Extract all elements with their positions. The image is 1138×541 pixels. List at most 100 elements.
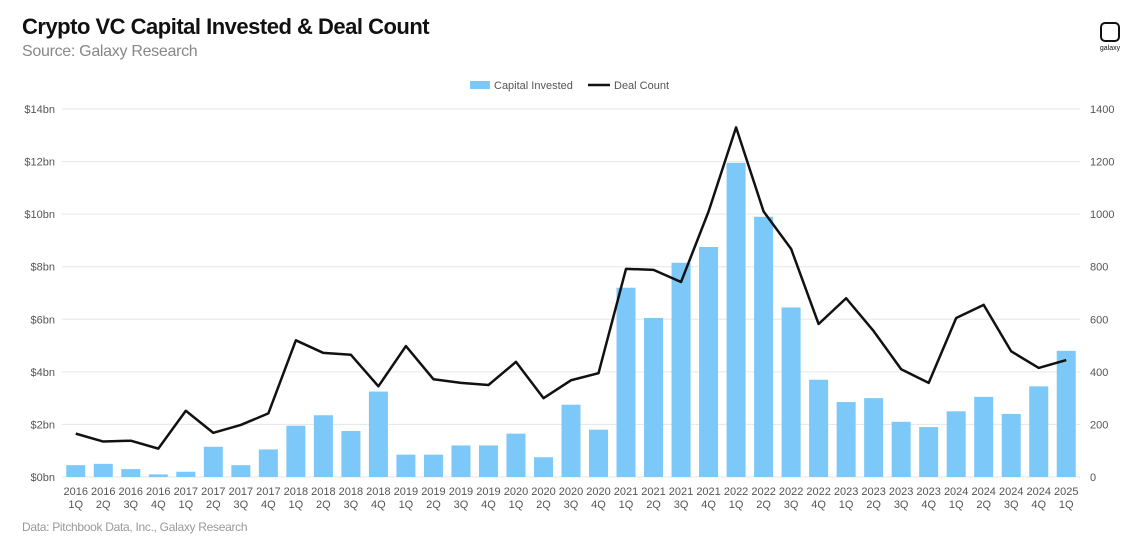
x-tick-year: 2022 <box>724 486 748 498</box>
x-tick-year: 2023 <box>916 486 940 498</box>
x-tick-year: 2024 <box>999 486 1023 498</box>
x-tick-quarter: 1Q <box>68 499 83 511</box>
legend-capital-invested-swatch <box>470 81 490 89</box>
bar-capital-invested <box>93 463 113 477</box>
galaxy-logo: galaxy <box>1094 22 1126 52</box>
x-tick-quarter: 1Q <box>289 499 304 511</box>
chart-title: Crypto VC Capital Invested & Deal Count <box>22 14 430 39</box>
x-tick-quarter: 4Q <box>261 499 276 511</box>
x-tick-year: 2022 <box>779 486 803 498</box>
x-tick-year: 2016 <box>146 486 170 498</box>
bar-capital-invested <box>478 445 498 477</box>
x-tick-year: 2016 <box>119 486 143 498</box>
bar-capital-invested <box>506 433 526 477</box>
y-left-tick-label: $8bn <box>31 262 55 274</box>
x-tick-quarter: 4Q <box>701 499 716 511</box>
bar-capital-invested <box>589 429 609 477</box>
x-tick-quarter: 3Q <box>344 499 359 511</box>
x-tick-year: 2016 <box>91 486 115 498</box>
x-tick-quarter: 2Q <box>206 499 221 511</box>
bar-capital-invested <box>231 465 251 477</box>
bar-capital-invested <box>341 431 361 477</box>
x-tick-year: 2021 <box>696 486 720 498</box>
x-tick-quarter: 4Q <box>481 499 496 511</box>
x-tick-quarter: 3Q <box>894 499 909 511</box>
x-tick-quarter: 3Q <box>784 499 799 511</box>
x-tick-year: 2020 <box>559 486 583 498</box>
x-tick-year: 2019 <box>394 486 418 498</box>
x-tick-quarter: 1Q <box>509 499 524 511</box>
bar-capital-invested <box>66 465 86 477</box>
bar-capital-invested <box>313 415 333 477</box>
x-tick-quarter: 4Q <box>371 499 386 511</box>
x-tick-quarter: 1Q <box>1059 499 1074 511</box>
bar-capital-invested <box>368 391 388 477</box>
x-tick-year: 2019 <box>449 486 473 498</box>
line-deal-count <box>75 126 1067 450</box>
bar-capital-invested <box>423 454 443 477</box>
bar-capital-invested <box>781 307 801 477</box>
x-tick-quarter: 1Q <box>839 499 854 511</box>
legend-deal-count-label: Deal Count <box>614 80 669 92</box>
x-tick-year: 2024 <box>944 486 968 498</box>
x-tick-year: 2020 <box>586 486 610 498</box>
x-tick-quarter: 2Q <box>976 499 991 511</box>
x-tick-year: 2022 <box>806 486 830 498</box>
x-tick-quarter: 2Q <box>536 499 551 511</box>
x-tick-year: 2021 <box>641 486 665 498</box>
legend-capital-invested-label: Capital Invested <box>494 80 573 92</box>
bar-capital-invested <box>809 379 829 477</box>
bar-capital-invested <box>203 446 223 477</box>
x-tick-year: 2024 <box>971 486 995 498</box>
y-left-tick-label: $10bn <box>24 209 55 221</box>
chart-subtitle: Source: Galaxy Research <box>22 43 198 60</box>
x-tick-quarter: 1Q <box>178 499 193 511</box>
x-tick-year: 2020 <box>531 486 555 498</box>
bar-capital-invested <box>176 471 196 477</box>
y-right-tick-label: 400 <box>1090 367 1108 379</box>
x-tick-year: 2023 <box>861 486 885 498</box>
x-tick-year: 2021 <box>669 486 693 498</box>
x-tick-year: 2017 <box>229 486 253 498</box>
bar-capital-invested <box>864 398 884 477</box>
x-tick-year: 2017 <box>174 486 198 498</box>
x-tick-year: 2023 <box>889 486 913 498</box>
x-tick-year: 2018 <box>311 486 335 498</box>
x-tick-quarter: 3Q <box>123 499 138 511</box>
x-tick-quarter: 1Q <box>399 499 414 511</box>
x-tick-quarter: 3Q <box>454 499 469 511</box>
x-tick-quarter: 4Q <box>811 499 826 511</box>
x-tick-year: 2018 <box>339 486 363 498</box>
y-left-tick-label: $4bn <box>31 367 55 379</box>
bar-capital-invested <box>533 457 553 477</box>
x-tick-quarter: 4Q <box>591 499 606 511</box>
y-right-tick-label: 1000 <box>1090 209 1114 221</box>
x-tick-quarter: 2Q <box>756 499 771 511</box>
x-tick-quarter: 2Q <box>426 499 441 511</box>
bar-capital-invested <box>616 287 636 477</box>
y-left-tick-label: $2bn <box>31 419 55 431</box>
bar-capital-invested <box>1056 350 1076 477</box>
x-tick-year: 2025 <box>1054 486 1078 498</box>
bar-capital-invested <box>726 162 746 477</box>
x-tick-quarter: 2Q <box>96 499 111 511</box>
x-tick-quarter: 1Q <box>949 499 964 511</box>
bar-capital-invested <box>836 402 856 477</box>
x-tick-year: 2018 <box>284 486 308 498</box>
bar-capital-invested <box>671 262 691 477</box>
y-left-tick-label: $12bn <box>24 157 55 169</box>
bar-capital-invested <box>148 474 168 477</box>
galaxy-logo-icon <box>1100 22 1120 42</box>
x-tick-quarter: 2Q <box>646 499 661 511</box>
y-left-tick-label: $6bn <box>31 314 55 326</box>
bar-capital-invested <box>1001 413 1021 477</box>
x-tick-quarter: 1Q <box>729 499 744 511</box>
x-tick-year: 2024 <box>1026 486 1050 498</box>
bar-capital-invested <box>258 449 278 477</box>
x-tick-quarter: 4Q <box>151 499 166 511</box>
y-right-tick-label: 0 <box>1090 472 1096 484</box>
bar-capital-invested <box>974 396 994 477</box>
x-tick-quarter: 3Q <box>674 499 689 511</box>
y-right-tick-label: 600 <box>1090 314 1108 326</box>
